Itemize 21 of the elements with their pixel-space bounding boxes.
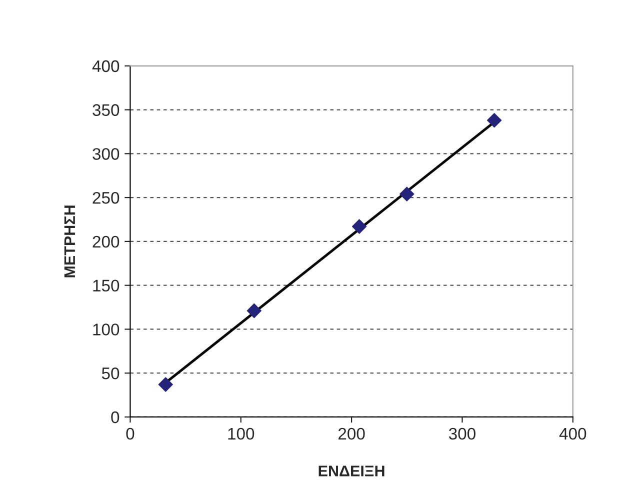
y-tick-label: 0 [111, 411, 120, 424]
point [400, 186, 414, 202]
x-tick-label: 300 [448, 428, 476, 440]
point [486, 112, 502, 128]
point [352, 219, 367, 234]
x-tick-label: 100 [228, 428, 254, 440]
y-tick-label: 100 [93, 324, 120, 336]
y-tick-label: 50 [102, 368, 120, 380]
y-axis-title: ΜΕΤΡΗΣΗ [64, 206, 75, 278]
x-tick-label: 400 [559, 428, 586, 440]
y-tick-label: 150 [93, 280, 120, 292]
y-tick-label: 350 [92, 104, 120, 116]
point [246, 303, 262, 318]
x-tick-label: 0 [126, 428, 134, 440]
y-tick-label: 300 [92, 148, 120, 160]
x-tick-label: 200 [338, 428, 365, 440]
x-axis-title: ΕΝΔΕΙΞΗ [318, 466, 384, 476]
point [158, 377, 173, 392]
y-tick-label: 250 [92, 192, 120, 204]
y-tick-label: 400 [92, 60, 120, 72]
y-tick-label: 200 [92, 236, 120, 248]
